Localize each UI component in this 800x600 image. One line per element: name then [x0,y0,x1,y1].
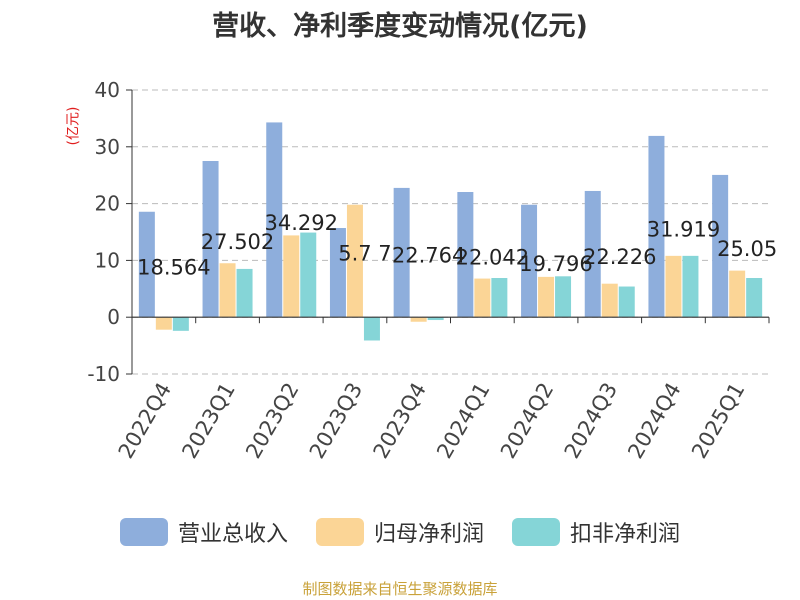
y-tick-label: 20 [95,192,120,216]
legend-label-revenue: 营业总收入 [177,522,288,547]
bar-deducted-net-profit-2024q3 [618,286,635,318]
bar-revenue-2022q4 [138,211,155,318]
data-label-revenue: 22.764 [392,244,465,268]
x-tick-label: 2024Q1 [432,378,494,462]
data-label-revenue: 22.042 [456,246,529,270]
data-source-footer: 制图数据来自恒生聚源数据库 [302,580,498,598]
legend-label-deducted-net-profit: 扣非净利润 [570,522,681,547]
data-label-revenue: 19.796 [519,252,592,276]
bar-deducted-net-profit-2024q1 [491,278,508,318]
bar-net-profit-2023q3 [346,204,363,318]
legend-item-deducted-net-profit[interactable]: 扣非净利润 [512,516,680,548]
bar-deducted-net-profit-2023q4 [427,317,444,321]
data-label-revenue: 22.226 [583,245,656,269]
bar-revenue-2025q1 [712,174,729,318]
data-label-revenue: 5.7 7 [338,242,391,266]
bar-deducted-net-profit-2025q1 [746,278,763,318]
bar-deducted-net-profit-2023q3 [363,317,380,341]
data-label-revenue: 27.502 [201,230,274,254]
bar-net-profit-2025q1 [729,270,746,318]
x-tick-label: 2025Q1 [687,379,749,463]
x-tick-label: 2024Q2 [496,379,558,463]
legend: 营业总收入 归母净利润 扣非净利润 [0,516,800,548]
bar-deducted-net-profit-2022q4 [172,317,189,331]
y-tick-label: 10 [95,248,120,272]
x-tick-label: 2023Q1 [177,379,239,463]
bar-deducted-net-profit-2024q2 [555,276,572,318]
y-tick-label: 40 [95,78,120,102]
bar-net-profit-2024q3 [601,283,618,318]
y-tick-label: 30 [95,135,120,159]
bar-net-profit-2024q2 [538,276,555,318]
bar-revenue-2023q4 [393,187,410,318]
bar-revenue-2024q2 [521,204,538,318]
legend-item-net-profit[interactable]: 归母净利润 [315,516,484,548]
bar-net-profit-2023q2 [283,235,300,318]
bar-revenue-2023q2 [266,122,283,318]
data-label-revenue: 25.05 [717,237,777,261]
chart-title: 营收、净利季度变动情况(亿元) [212,11,588,42]
bar-revenue-2024q4 [648,135,665,318]
x-tick-label: 2023Q3 [305,379,367,463]
x-tick-label: 2024Q4 [623,379,685,463]
data-label-revenue: 31.919 [647,218,720,242]
x-tick-label: 2023Q4 [369,379,431,463]
bar-deducted-net-profit-2023q1 [236,268,253,318]
bar-revenue-2023q3 [329,228,346,318]
legend-swatch-revenue [119,518,168,546]
bar-revenue-2024q3 [584,190,601,318]
y-tick-label: 0 [107,305,120,329]
bar-deducted-net-profit-2024q4 [682,255,699,318]
bar-revenue-2023q1 [202,160,219,318]
bar-net-profit-2023q1 [219,263,236,318]
bar-net-profit-2024q1 [474,278,491,318]
legend-swatch-net-profit [315,518,364,546]
bar-net-profit-2024q4 [665,255,682,318]
bar-deducted-net-profit-2023q2 [300,232,317,318]
bar-revenue-2024q1 [457,192,474,318]
legend-item-revenue[interactable]: 营业总收入 [119,516,288,548]
data-label-revenue: 18.564 [137,255,210,279]
legend-swatch-deducted-net-profit [512,518,560,546]
y-tick-label: -10 [87,362,120,386]
legend-label-net-profit: 归母净利润 [373,522,484,547]
x-tick-label: 2024Q3 [560,379,622,463]
bar-net-profit-2022q4 [155,317,172,330]
data-label-revenue: 34.292 [265,211,338,235]
bar-net-profit-2023q4 [410,317,427,322]
x-tick-label: 2022Q4 [114,379,176,463]
x-tick-label: 2023Q2 [241,379,303,463]
